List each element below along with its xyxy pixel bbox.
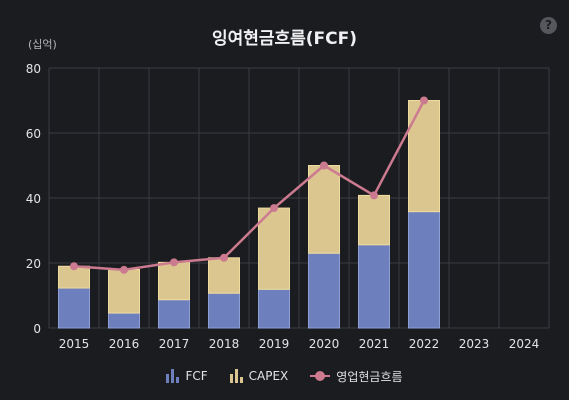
fcf-bar[interactable] [258,288,290,329]
fcf-bar[interactable] [58,287,90,329]
fcf-bar[interactable] [308,252,340,329]
operating-cash-flow-point[interactable] [70,262,78,271]
x-tick-label: 2021 [359,337,390,351]
y-tick-label: 80 [26,62,41,76]
y-tick-label: 0 [33,322,41,336]
operating-cash-flow-point[interactable] [220,253,228,262]
operating-cash-flow-point[interactable] [370,191,378,200]
x-tick-label: 2023 [459,337,490,351]
y-axis-unit: (십억) [28,38,57,51]
x-tick-label: 2020 [309,337,340,351]
fcf-bar[interactable] [408,211,440,329]
x-tick-label: 2022 [409,337,440,351]
x-tick-label: 2019 [259,337,290,351]
operating-cash-flow-point[interactable] [120,265,128,274]
capex-bar[interactable] [408,100,440,213]
legend-item-fcf[interactable]: FCF [166,369,208,383]
fcf-bar[interactable] [208,292,240,329]
y-tick-label: 60 [26,127,41,141]
x-tick-label: 2024 [509,337,540,351]
line-marker-icon [310,370,331,382]
x-tick-label: 2017 [159,337,190,351]
chart-title: 잉여현금흐름(FCF) [211,29,358,49]
fcf-bar[interactable] [108,312,140,329]
operating-cash-flow-line [73,99,426,272]
legend-label-operating-cash-flow: 영업현금흐름 [336,369,403,384]
capex-bar[interactable] [108,269,140,314]
legend-label-fcf: FCF [185,369,208,383]
bar-chart-icon [229,369,243,383]
y-tick-label: 20 [26,257,41,271]
legend-label-capex: CAPEX [248,369,289,383]
operating-cash-flow-point[interactable] [320,161,328,170]
capex-bar[interactable] [308,165,340,254]
x-tick-label: 2015 [59,337,90,351]
help-icon[interactable]: ? [540,17,557,34]
capex-bar[interactable] [158,261,190,301]
x-tick-label: 2016 [109,337,140,351]
chart-legend: FCF CAPEX 영업현금흐름 [0,365,569,387]
fcf-bar[interactable] [158,299,190,329]
bar-chart-icon [166,369,180,383]
capex-bar[interactable] [358,194,390,246]
capex-bar[interactable] [258,207,290,290]
operating-cash-flow-point[interactable] [170,258,178,267]
operating-cash-flow-point[interactable] [270,204,278,213]
operating-cash-flow-point[interactable] [420,96,428,105]
fcf-bar[interactable] [358,244,390,329]
capex-bar[interactable] [208,257,240,294]
legend-item-operating-cash-flow[interactable]: 영업현금흐름 [310,368,403,385]
x-tick-label: 2018 [209,337,240,351]
legend-item-capex[interactable]: CAPEX [229,369,289,383]
y-tick-label: 40 [26,192,41,206]
